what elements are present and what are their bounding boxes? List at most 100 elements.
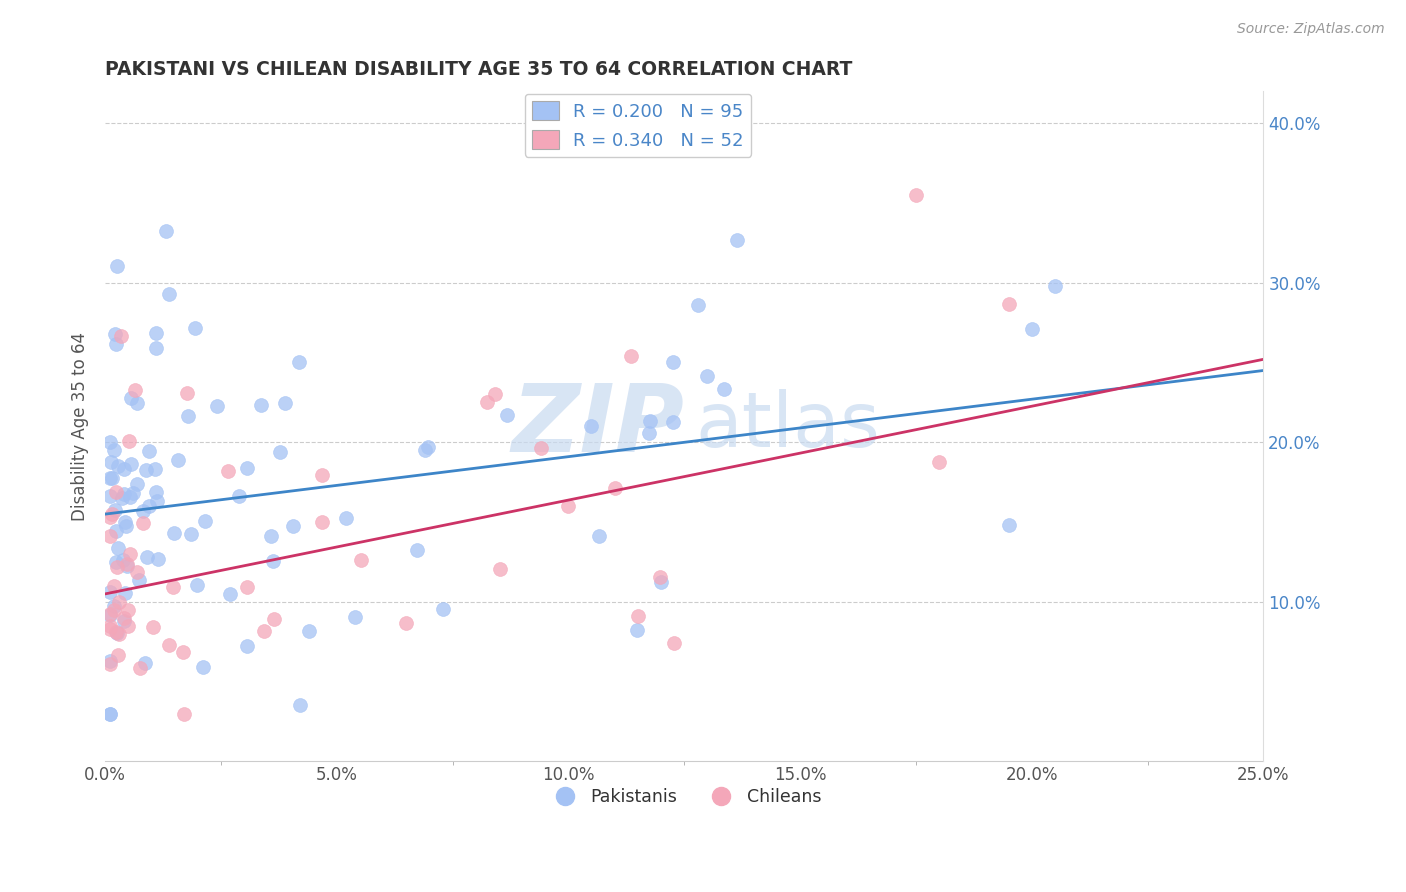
Point [173,706,195,721]
Point [145,341,167,355]
Point [115,559,138,574]
Point [236,460,259,475]
Point [138,443,160,458]
Point [105,624,128,639]
Text: PAKISTANI VS CHILEAN DISABILITY AGE 35 TO 64 CORRELATION CHART: PAKISTANI VS CHILEAN DISABILITY AGE 35 T… [105,60,852,78]
Point [205,399,228,413]
Point [662,355,685,369]
Point [112,462,135,476]
Point [193,514,215,528]
Point [131,516,153,531]
Y-axis label: Disability Age 35 to 64: Disability Age 35 to 64 [72,332,89,521]
Point [650,570,672,584]
Point [588,529,610,543]
Point [484,387,506,401]
Text: atlas: atlas [696,389,880,463]
Point [98,470,121,484]
Point [125,565,148,579]
Point [107,648,129,662]
Point [118,547,141,561]
Point [217,464,239,478]
Point [406,543,429,558]
Point [1043,279,1066,293]
Point [713,382,735,396]
Point [997,517,1019,532]
Point [98,657,121,671]
Point [98,489,121,503]
Point [157,638,180,652]
Point [162,580,184,594]
Point [638,425,661,440]
Point [98,434,121,449]
Point [127,477,149,491]
Point [495,409,517,423]
Point [101,471,124,485]
Point [98,706,121,721]
Point [311,467,333,482]
Point [114,586,136,600]
Point [105,555,128,569]
Point [103,579,125,593]
Point [98,622,121,636]
Point [928,455,950,469]
Point [121,486,143,500]
Point [155,224,177,238]
Point [98,619,121,633]
Point [117,603,139,617]
Point [163,525,186,540]
Point [114,516,136,530]
Point [997,297,1019,311]
Point [696,368,718,383]
Point [626,624,648,638]
Point [98,706,121,721]
Point [343,609,366,624]
Point [103,603,125,617]
Point [1021,322,1043,336]
Point [105,559,128,574]
Point [98,509,121,524]
Point [107,459,129,474]
Point [115,557,138,571]
Point [281,518,304,533]
Point [111,491,134,506]
Point [104,502,127,516]
Point [432,601,454,615]
Point [120,458,142,472]
Point [620,349,643,363]
Point [725,233,748,247]
Point [686,298,709,312]
Point [112,611,135,625]
Point [115,518,138,533]
Point [638,414,661,428]
Point [904,188,927,202]
Point [120,391,142,405]
Point [297,624,319,639]
Point [138,499,160,513]
Point [530,441,553,455]
Point [105,484,128,499]
Point [117,619,139,633]
Point [111,553,134,567]
Point [263,612,285,626]
Point [146,552,169,566]
Point [288,355,311,369]
Point [118,490,141,504]
Point [98,607,121,622]
Point [145,485,167,500]
Point [228,489,250,503]
Point [146,494,169,508]
Point [105,336,128,351]
Point [418,441,440,455]
Point [128,660,150,674]
Point [105,259,128,273]
Point [101,508,124,522]
Point [125,396,148,410]
Point [128,573,150,587]
Point [108,627,131,641]
Point [98,654,121,668]
Point [104,524,127,539]
Point [650,575,672,590]
Point [143,462,166,476]
Point [142,619,165,633]
Point [193,659,215,673]
